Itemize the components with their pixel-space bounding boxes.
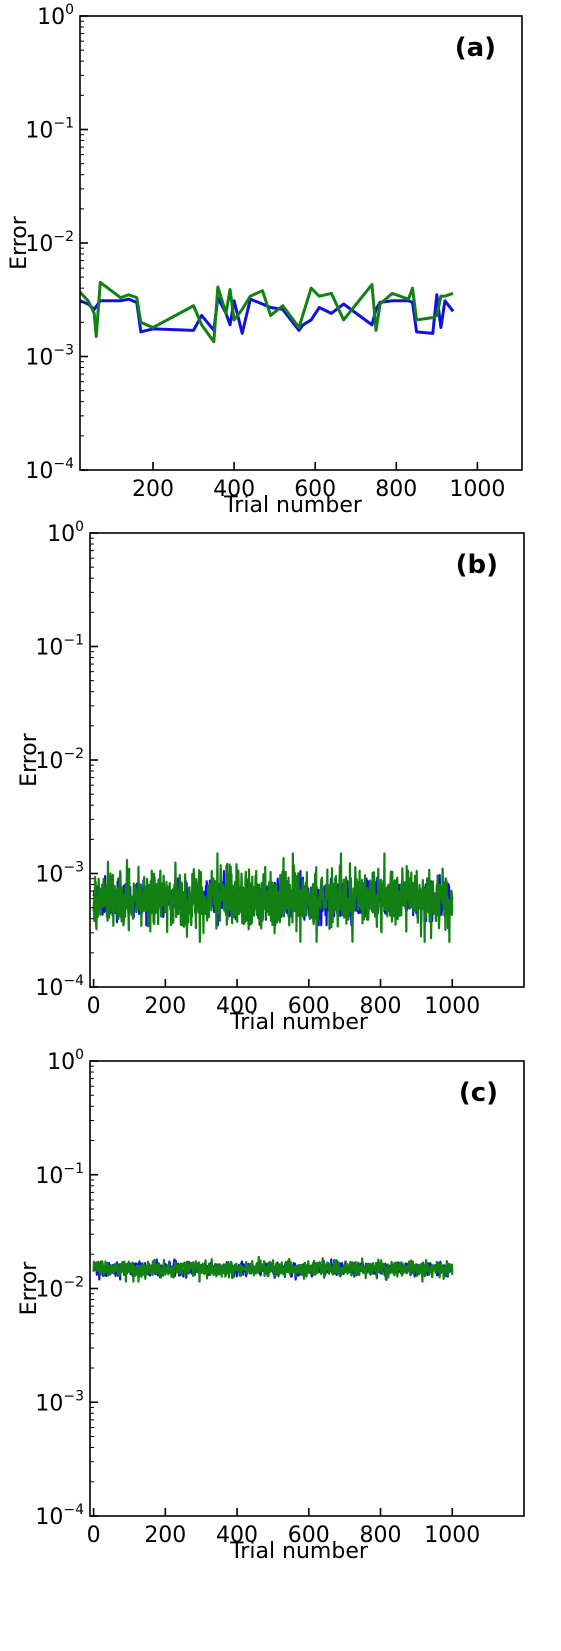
y-tick-label: 10−3 (35, 860, 84, 888)
series-trace-1 (92, 1255, 454, 1283)
x-tick-label: 1000 (424, 1523, 480, 1548)
x-tick-label: 600 (288, 1523, 330, 1548)
x-tick-label: 0 (87, 1523, 101, 1548)
x-tick-label: 200 (144, 994, 186, 1019)
y-axis-label: Error (7, 215, 32, 270)
y-tick-label: 10−1 (35, 1161, 84, 1189)
x-tick-label: 200 (144, 1523, 186, 1548)
y-tick-label: 100 (47, 519, 84, 547)
panel-label: (c) (459, 1078, 498, 1108)
x-tick-label: 600 (294, 477, 336, 502)
y-tick-label: 10−1 (25, 116, 74, 144)
axes-frame (89, 1060, 525, 1517)
x-tick-label: 600 (288, 994, 330, 1019)
x-tick-label: 400 (216, 994, 258, 1019)
panel-0: 10−4 10−3 10−2 10−1 100 200 400 600 800 1000 Trial… (7, 2, 523, 518)
y-tick-label: 10−3 (25, 343, 74, 371)
series-trace-1 (92, 852, 454, 943)
x-tick-label: 400 (216, 1523, 258, 1548)
x-tick-label: 400 (213, 477, 255, 502)
y-tick-label: 10−4 (35, 973, 84, 1001)
y-axis-label: Error (17, 1261, 42, 1316)
x-axis-label: Trial number (229, 1539, 369, 1564)
x-tick-label: 800 (360, 1523, 402, 1548)
series-line-1 (80, 280, 454, 344)
x-axis-label: Trial number (229, 1010, 369, 1035)
x-tick-label: 800 (360, 994, 402, 1019)
x-tick-label: 1000 (424, 994, 480, 1019)
panel-label: (b) (456, 550, 498, 580)
y-tick-label: 10−4 (25, 456, 74, 484)
y-tick-label: 10−1 (35, 633, 84, 661)
plot-area (92, 1255, 454, 1283)
axes-frame (79, 15, 523, 471)
y-tick-label: 100 (47, 1047, 84, 1075)
x-tick-label: 1000 (449, 477, 505, 502)
y-tick-label: 10−2 (35, 1275, 84, 1303)
y-tick-label: 10−2 (35, 746, 84, 774)
x-tick-label: 800 (375, 477, 417, 502)
plot-area (92, 852, 454, 943)
x-tick-label: 0 (87, 994, 101, 1019)
x-tick-label: 200 (132, 477, 174, 502)
y-axis-label: Error (17, 732, 42, 787)
y-tick-label: 100 (37, 2, 74, 30)
y-tick-label: 10−3 (35, 1388, 84, 1416)
x-axis-label: Trial number (223, 493, 363, 518)
plot-area (80, 280, 455, 344)
y-tick-label: 10−2 (25, 229, 74, 257)
y-tick-label: 10−4 (35, 1502, 84, 1530)
panel-label: (a) (455, 33, 496, 63)
